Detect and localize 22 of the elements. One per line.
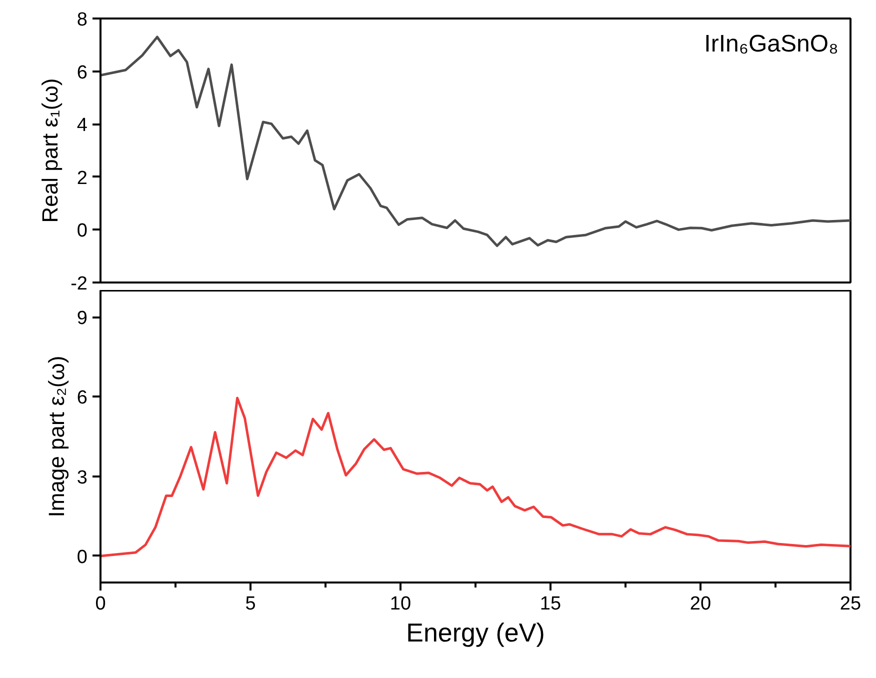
annotation: IrIn₆GaSnO₈ [704,30,838,58]
y-tick-label: 3 [76,467,88,488]
x-tick-label: 10 [390,594,412,614]
x-tick-label: 0 [95,594,106,614]
y-tick-label: 0 [76,546,88,568]
y-tick-label: 0 [76,220,88,242]
x-tick-label: 15 [540,594,562,614]
x-tick-label: 25 [840,594,862,614]
y-tick-label: 6 [76,388,88,409]
y-tick-label: 8 [76,10,88,30]
x-axis-title: Energy (eV) [406,618,545,648]
x-tick-label: 5 [245,594,256,614]
y-tick-label: 4 [76,115,88,136]
y-axis-title: Image part ε₂(ω) [44,356,69,518]
line-series [100,396,850,558]
x-tick-label: 20 [690,594,712,614]
y-axis-title: Real part ε₁(ω) [38,78,63,223]
y-tick-label: 9 [76,308,88,330]
line-series [100,36,850,248]
y-tick-label: 2 [76,168,88,189]
y-tick-label: 6 [76,62,88,84]
y-tick-label: -2 [70,274,88,294]
